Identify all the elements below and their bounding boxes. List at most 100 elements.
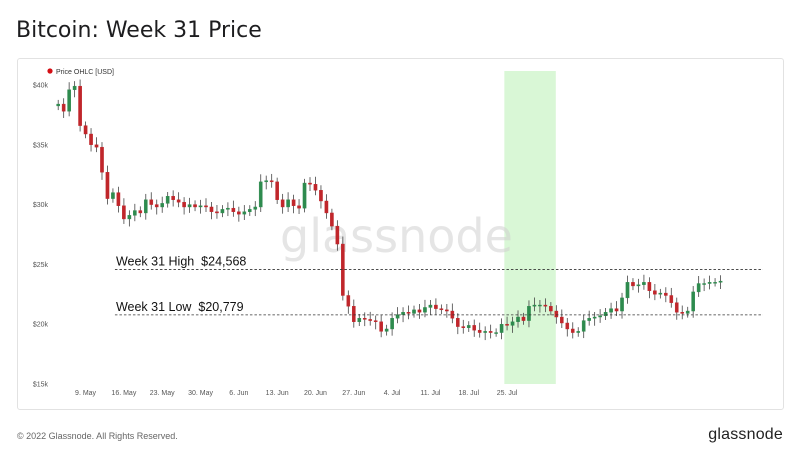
candle [477,322,482,338]
page-title: Bitcoin: Week 31 Price [16,18,262,43]
candle [143,193,148,220]
x-tick-label: 30. May [188,390,213,397]
candle [390,312,394,336]
candle [100,142,104,180]
candle [204,198,208,212]
candle [165,192,170,208]
candle [83,121,88,139]
candle [423,299,427,318]
candle [56,99,60,111]
candle [209,201,214,220]
candle [264,175,269,190]
candle [269,173,274,188]
y-tick-label: $35k [33,142,49,149]
candlestick-chart: glassnode Price OHLC [USD] $15k$20k$25k$… [33,68,763,397]
candle [647,277,652,299]
candle [450,303,455,324]
x-tick-label: 23. May [150,390,175,397]
candle [89,128,93,152]
candle [570,322,575,339]
candle [395,307,400,324]
x-tick-label: 25. Jul [497,390,518,397]
candle [483,326,487,341]
candle [505,316,509,331]
chart-legend[interactable]: Price OHLC [USD] [47,68,114,76]
candle [713,278,717,287]
candle [565,317,570,337]
candle [581,314,586,339]
candle [302,178,307,213]
candle [362,312,367,327]
x-tick-label: 27. Jun [342,390,365,397]
candle [614,301,619,317]
candle [499,318,504,340]
candle [176,192,181,208]
x-tick-label: 9. May [75,390,97,397]
candle [434,298,438,315]
candle [330,208,334,231]
candle [631,278,635,291]
candle [718,275,723,290]
candle [149,192,154,210]
candle [258,174,263,212]
legend-dot [47,68,53,74]
candle [527,300,531,328]
candle [494,328,498,337]
candle [182,197,186,215]
candle [620,292,624,319]
candle [297,199,301,215]
candle [253,201,258,217]
candle [576,327,581,337]
candle [538,300,542,313]
candle [456,313,460,335]
candle [187,197,192,213]
candle [72,81,77,98]
candle [319,185,323,209]
candle [67,82,71,117]
candle [510,316,515,333]
candle [346,290,351,314]
candle [554,305,559,324]
candle [373,315,378,330]
y-tick-label: $40k [33,82,49,89]
candle [193,200,197,212]
x-tick-label: 16. May [111,390,136,397]
candle [94,137,99,153]
x-tick-label: 13. Jun [266,390,289,397]
candle [664,287,668,303]
candle [685,306,690,318]
candle [291,194,296,214]
candle [379,315,383,338]
candle [198,199,203,214]
candle [658,288,663,299]
candle [412,305,416,318]
x-tick-label: 18. Jul [458,390,479,397]
candle [428,300,433,315]
x-tick-label: 4. Jul [384,390,401,397]
candle [384,324,389,336]
candle [351,299,356,328]
candle [171,190,175,207]
candle [488,324,493,339]
candle [417,303,422,319]
brand-logo: glassnode [708,426,783,443]
candle [642,274,646,290]
candle [609,302,613,319]
y-tick-label: $20k [33,322,49,329]
candle [516,310,520,328]
candle [138,206,143,218]
candle [78,79,82,132]
candle [215,205,219,219]
candle [335,220,340,251]
candle [521,312,526,325]
candle [280,193,285,214]
candle [308,177,312,191]
candle [691,286,695,318]
candle [242,205,247,221]
candle [653,284,657,301]
candle [560,309,564,329]
candle [116,186,121,213]
candle [231,200,236,217]
candle [674,297,679,320]
candle [286,192,290,212]
